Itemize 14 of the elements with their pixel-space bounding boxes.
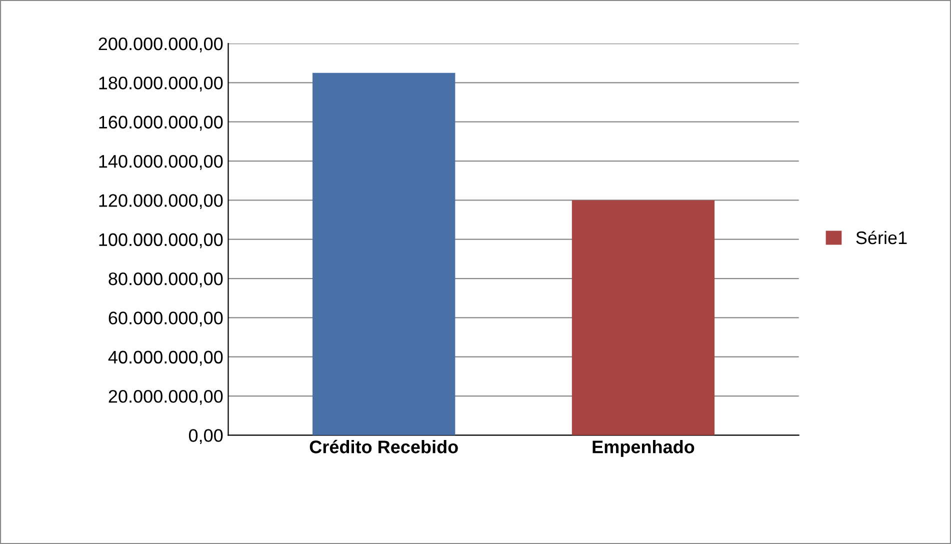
y-tick-label: 60.000.000,00 (108, 312, 223, 327)
y-tick-label: 20.000.000,00 (108, 390, 223, 405)
y-tick-label: 200.000.000,00 (98, 37, 223, 52)
y-tick-label: 140.000.000,00 (99, 154, 223, 170)
x-tick-label: Empenhado (592, 440, 694, 457)
y-tick-label: 0,00 (188, 429, 223, 444)
y-tick-label: 160.000.000,00 (99, 116, 223, 131)
y-tick-label: 80.000.000,00 (108, 272, 223, 288)
y-tick-label: 100.000.000,00 (99, 233, 223, 248)
y-tick-label: 120.000.000,00 (99, 194, 223, 210)
legend-label: Série1 (856, 230, 907, 244)
x-tick-label: Crédito Recebido (310, 440, 458, 454)
y-tick-label: 40.000.000,00 (108, 350, 223, 366)
y-tick-label: 180.000.000,00 (99, 76, 223, 92)
